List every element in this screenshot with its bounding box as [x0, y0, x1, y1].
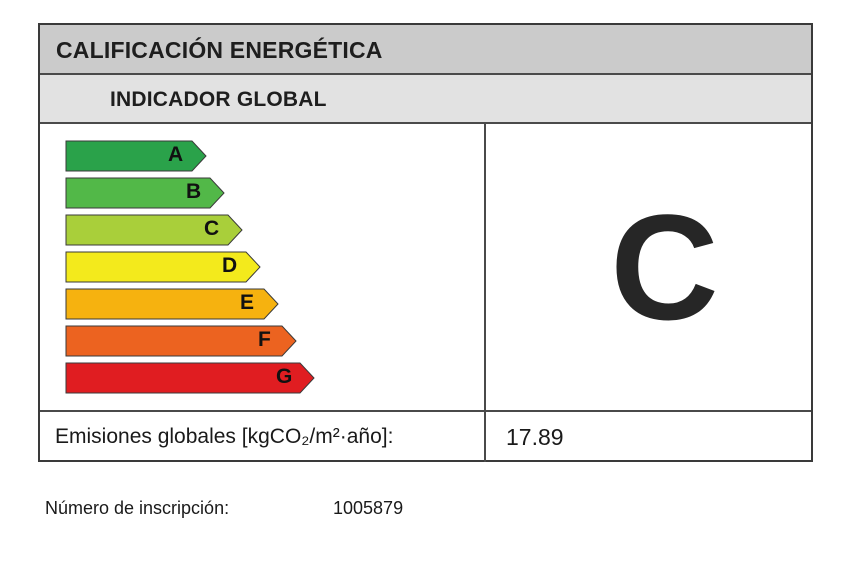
scale-arrow-c — [65, 214, 243, 246]
section-subtitle: INDICADOR GLOBAL — [110, 88, 327, 111]
scale-arrow-b — [65, 177, 225, 209]
scale-letter-f: F — [258, 328, 271, 351]
scale-letter-a: A — [168, 143, 184, 166]
scale-arrow-g — [65, 362, 315, 394]
rating-panel: C — [486, 124, 813, 410]
scale-letter-g: G — [276, 365, 293, 388]
scale-letter-b: B — [186, 180, 202, 203]
emissions-value: 17.89 — [506, 424, 564, 450]
scale-letter-c: C — [204, 217, 220, 240]
scale-arrow-a — [65, 140, 207, 172]
subtitle-header: INDICADOR GLOBAL — [40, 75, 811, 124]
scale-bar-f: F — [65, 325, 297, 357]
scale-arrow-f — [65, 325, 297, 357]
scale-bar-e: E — [65, 288, 279, 320]
scale-letter-e: E — [240, 291, 255, 314]
scale-letter-d: D — [222, 254, 238, 277]
title-header: CALIFICACIÓN ENERGÉTICA — [40, 25, 811, 75]
horizontal-divider — [40, 410, 811, 412]
scale-bar-c: C — [65, 214, 243, 246]
page-title: CALIFICACIÓN ENERGÉTICA — [56, 37, 383, 63]
rating-letter: C — [610, 183, 719, 351]
vertical-divider — [484, 124, 486, 462]
registration-label: Número de inscripción: — [45, 498, 230, 518]
scale-arrow-e — [65, 288, 279, 320]
scale-bar-d: D — [65, 251, 261, 283]
scale-bar-b: B — [65, 177, 225, 209]
emissions-label: Emisiones globales [kgCO₂/m²·año]: — [55, 425, 394, 448]
scale-arrow-d — [65, 251, 261, 283]
registration-number: 1005879 — [333, 498, 404, 518]
scale-bar-a: A — [65, 140, 207, 172]
scale-bar-g: G — [65, 362, 315, 394]
energy-certificate-card: CALIFICACIÓN ENERGÉTICA INDICADOR GLOBAL… — [38, 23, 813, 462]
